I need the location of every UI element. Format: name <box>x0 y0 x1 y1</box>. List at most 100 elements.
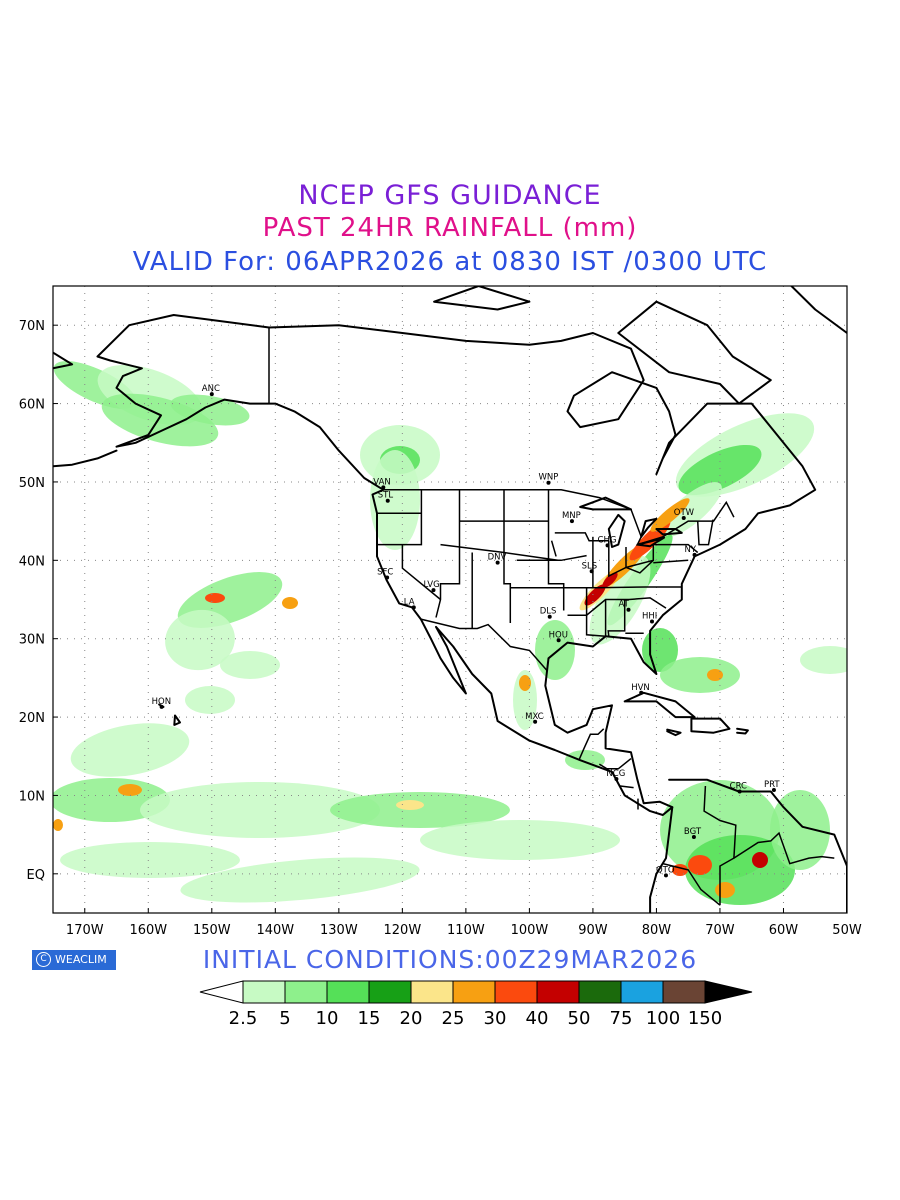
rain-patch <box>513 670 537 730</box>
copyright-icon: C <box>36 951 51 967</box>
border-state <box>625 547 654 574</box>
legend-swatch <box>578 980 622 1004</box>
rain-patch <box>101 393 219 447</box>
coast-north-america <box>96 314 817 816</box>
station-dot <box>663 873 668 878</box>
legend-swatch <box>326 980 370 1004</box>
station-dot <box>533 719 538 724</box>
station-label: CRC <box>730 782 747 792</box>
station-label: HVN <box>631 683 650 693</box>
station-label: SLS <box>582 561 598 571</box>
heavy-rain-cell <box>688 855 712 875</box>
coast-lake-michigan <box>607 513 626 548</box>
latitude-labels: 70N 60N 50N 40N 30N 20N 10N EQ <box>19 319 58 883</box>
political-borders <box>268 327 835 906</box>
heavy-rain-cell <box>707 669 723 681</box>
legend-under-arrow <box>199 980 244 1004</box>
lat-label: EQ <box>27 868 45 883</box>
lon-label: 60W <box>769 923 799 938</box>
legend-swatch <box>536 980 580 1004</box>
station-dot <box>381 485 386 490</box>
border-us-mexico <box>420 618 548 672</box>
rain-patch <box>370 450 420 550</box>
heavy-rain-cell <box>205 593 225 603</box>
legend-swatch <box>494 980 538 1004</box>
border-nicaragua-costa-rica <box>620 785 634 789</box>
coast-puerto-rico <box>736 727 749 735</box>
legend-label: 50 <box>568 1008 591 1029</box>
station-label: WNP <box>538 473 558 483</box>
border-state <box>547 489 565 611</box>
heavy-rain-cell <box>519 675 531 691</box>
station-dot <box>681 515 686 520</box>
coast-lake-ontario <box>655 528 683 536</box>
rain-patch <box>185 686 235 714</box>
station-label: HHI <box>642 611 657 621</box>
rain-patch <box>535 620 575 680</box>
station-dot <box>411 605 416 610</box>
coast-greenland <box>789 286 847 334</box>
lat-label: 70N <box>19 319 45 334</box>
coast-jamaica <box>666 728 682 737</box>
border-state <box>607 599 626 637</box>
lat-label: 30N <box>19 633 45 648</box>
rain-patch <box>660 657 740 693</box>
station-dot <box>737 789 742 794</box>
heavy-rain-cell <box>584 584 606 606</box>
station-dot <box>626 607 631 612</box>
rainfall-field <box>53 361 847 905</box>
rain-patch <box>60 842 240 878</box>
lon-label: 130W <box>320 923 358 938</box>
station-dot <box>431 588 436 593</box>
legend-swatch <box>242 980 286 1004</box>
station-dot <box>771 787 776 792</box>
rain-patch <box>70 723 190 777</box>
station-dot <box>385 498 390 503</box>
border-mexico-guatemala <box>578 728 605 761</box>
station-label: LVG <box>423 580 439 590</box>
rain-patch <box>678 444 762 496</box>
coast-hawaii <box>173 714 181 726</box>
legend-label: 5 <box>279 1008 290 1029</box>
heavy-rain-cell <box>53 819 63 831</box>
coast-cuba <box>623 691 696 719</box>
station-dot <box>547 614 552 619</box>
station-dot <box>209 392 214 397</box>
legend-swatch <box>284 980 328 1004</box>
coast-lake-superior <box>579 496 632 511</box>
lat-label: 40N <box>19 554 45 569</box>
coast-aleutians <box>53 449 118 468</box>
longitude-labels: 170W 160W 150W 140W 130W 120W 110W 100W 90W 80W 70… <box>66 908 862 938</box>
border-venezuela-brazil <box>733 831 835 865</box>
station-label: NY <box>685 545 697 555</box>
station-label: SFC <box>377 568 393 578</box>
rain-patch <box>685 835 795 905</box>
lon-label: 120W <box>384 923 422 938</box>
station-dot <box>495 560 500 565</box>
lon-label: 110W <box>447 923 485 938</box>
station-dot <box>546 480 551 485</box>
station-dot <box>691 834 696 839</box>
border-colombia-ecuador-peru <box>662 862 721 906</box>
border-state <box>440 543 559 562</box>
station-label: LA <box>404 597 415 607</box>
coast-victoria-island <box>433 286 531 311</box>
station-label: ANC <box>202 384 220 394</box>
border-state <box>377 489 423 546</box>
station-label: NCG <box>606 769 625 779</box>
legend-label: 25 <box>442 1008 465 1029</box>
station-label: MXC <box>525 712 544 722</box>
heavy-rain-cell <box>396 800 424 810</box>
legend-label: 20 <box>400 1008 423 1029</box>
border-state <box>696 519 714 546</box>
rain-patch <box>658 482 722 538</box>
lon-label: 80W <box>642 923 672 938</box>
rain-patch <box>220 651 280 679</box>
legend-label: 10 <box>316 1008 339 1029</box>
border-colombia-venezuela <box>703 785 737 906</box>
coast-south-america-west <box>649 806 674 913</box>
heavy-rain-cell <box>118 784 142 796</box>
border-state <box>516 554 587 562</box>
legend-swatch <box>368 980 412 1004</box>
